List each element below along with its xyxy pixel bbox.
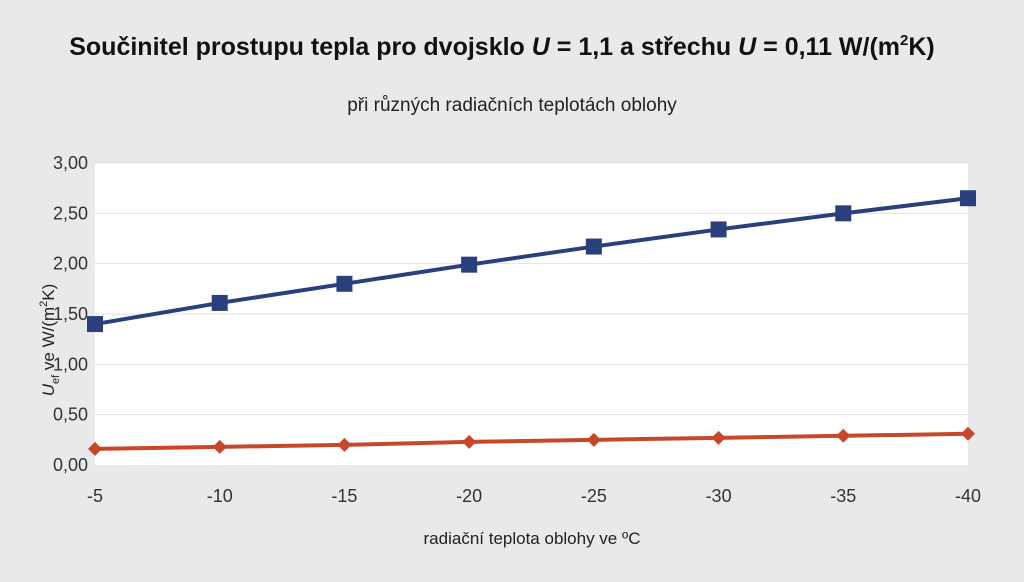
data-point: [88, 441, 102, 456]
ylabel-part: K): [39, 284, 58, 301]
title-superscript: 2: [900, 32, 908, 49]
ylabel-superscript: 2: [38, 301, 50, 307]
x-tick-label: -20: [456, 486, 482, 506]
y-tick-label: 1,00: [53, 354, 88, 374]
title-part: K): [908, 33, 934, 61]
x-tick-label: -40: [955, 486, 981, 506]
ylabel-part: U: [39, 383, 58, 396]
ylabel-subscript: ef: [50, 374, 62, 384]
ylabel-part: ve W/(m: [39, 307, 58, 375]
data-point: [586, 432, 601, 447]
y-tick-label: 2,50: [53, 203, 88, 223]
data-point: [961, 426, 975, 441]
y-tick-label: 0,00: [53, 455, 88, 475]
series-2: [88, 426, 975, 456]
data-point: [462, 434, 477, 449]
series-line: [94, 196, 969, 327]
title-part: = 0,11 W/(m: [756, 33, 900, 61]
series-1: [87, 190, 976, 333]
data-point: [960, 190, 976, 207]
gridlines: [95, 162, 968, 416]
data-point: [585, 238, 602, 255]
data-point: [711, 430, 726, 445]
y-tick-labels: 0,00 0,50 1,00 1,50 2,00 2,50 3,00: [53, 153, 88, 475]
x-axis-label: radiační teplota oblohy ve ºC: [424, 529, 641, 548]
y-tick-label: 0,50: [53, 405, 88, 425]
y-tick-label: 1,50: [53, 304, 88, 324]
title-part: U: [738, 33, 757, 61]
y-axis-label: Uef ve W/(m2K): [38, 284, 62, 397]
x-tick-label: -25: [581, 486, 607, 506]
title-part: U: [532, 33, 551, 61]
x-tick-label: -5: [87, 486, 103, 506]
x-tick-label: -10: [207, 486, 233, 506]
title-part: = 1,1 a střechu: [550, 33, 738, 61]
data-point: [337, 437, 352, 452]
data-series: [87, 190, 976, 456]
data-point: [710, 221, 727, 238]
data-point: [211, 294, 228, 311]
x-tick-label: -15: [331, 486, 357, 506]
data-point: [461, 256, 478, 273]
y-tick-label: 3,00: [53, 153, 88, 173]
title-part: Součinitel prostupu tepla pro dvojsklo: [69, 33, 532, 61]
data-point: [836, 428, 851, 443]
y-tick-label: 2,00: [53, 254, 88, 274]
x-tick-label: -30: [706, 486, 732, 506]
data-point: [87, 316, 103, 333]
chart-title: Součinitel prostupu tepla pro dvojsklo U…: [69, 32, 935, 61]
x-tick-labels: -5 -10 -15 -20 -25 -30 -35 -40: [87, 486, 981, 506]
data-point: [336, 275, 353, 292]
data-point: [212, 439, 227, 454]
series-line: [94, 431, 969, 451]
data-point: [835, 205, 852, 222]
x-tick-label: -35: [830, 486, 856, 506]
chart-subtitle: při různých radiačních teplotách oblohy: [347, 95, 677, 116]
